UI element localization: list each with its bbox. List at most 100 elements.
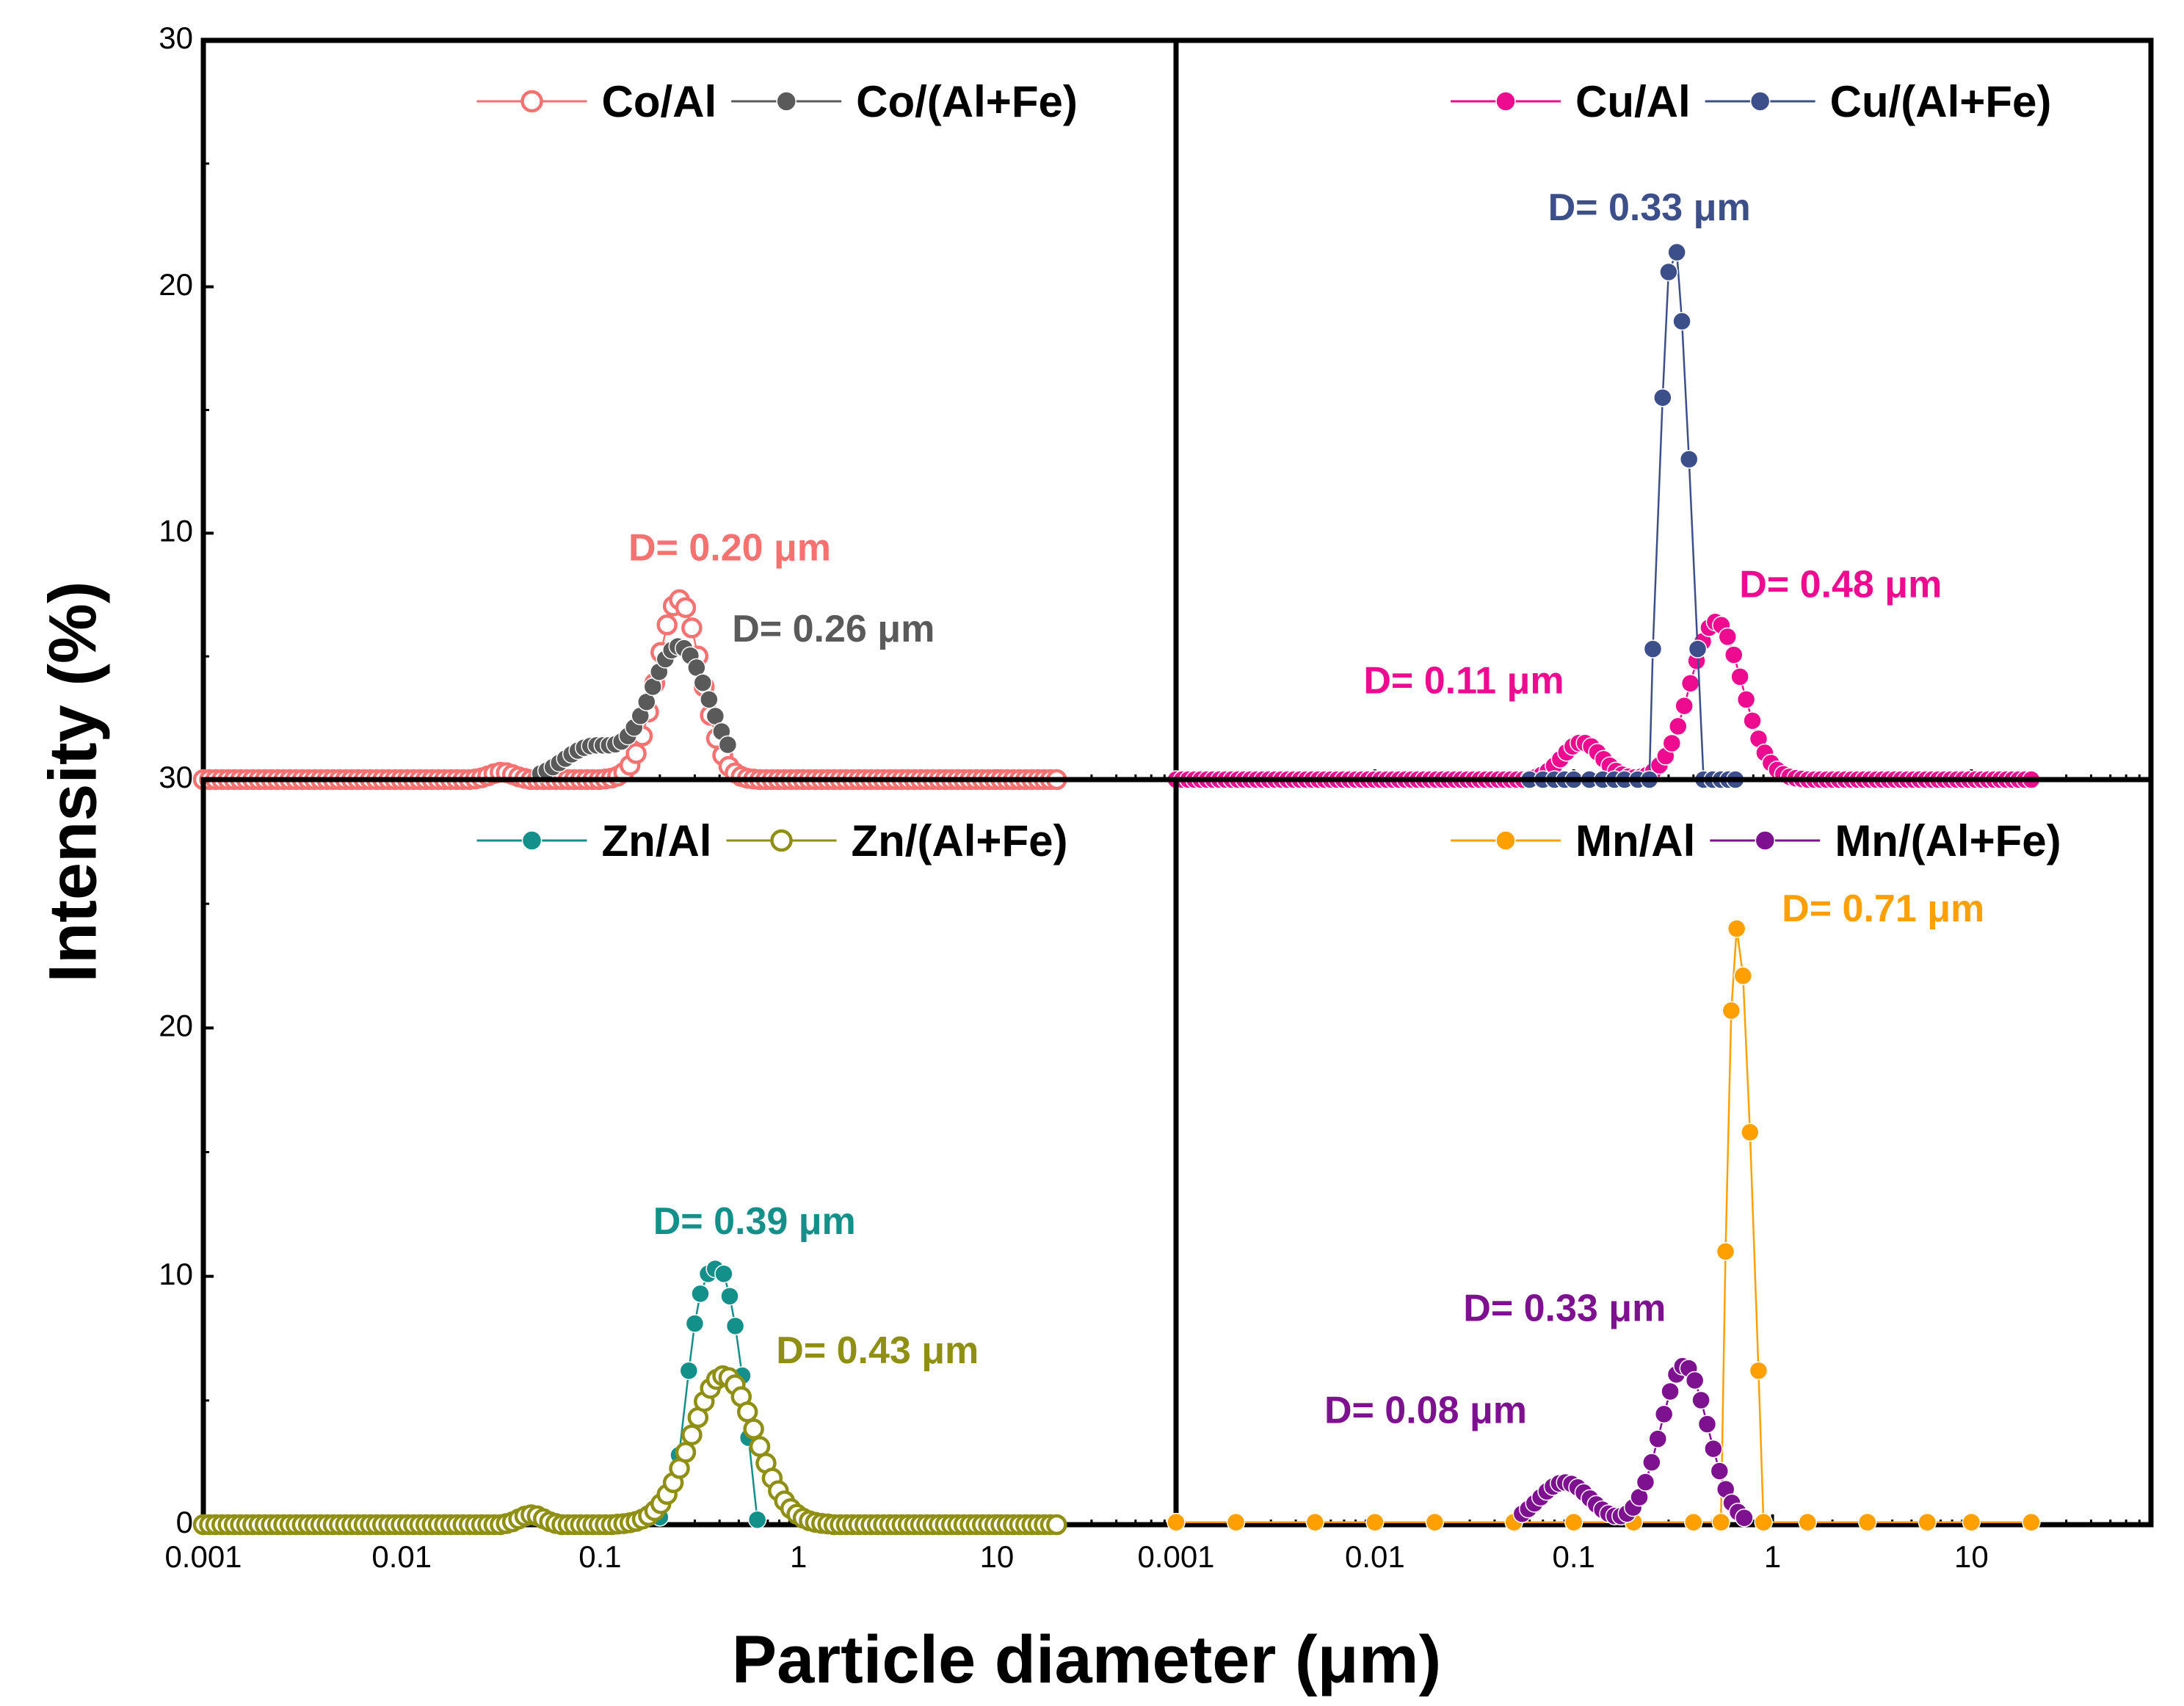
legend-item-Mn/Al: Mn/Al	[1451, 816, 1695, 865]
data-point	[1653, 388, 1672, 407]
data-point	[1167, 1512, 1186, 1532]
peak-annotation: D= 0.11 μm	[1363, 660, 1564, 703]
data-point	[1724, 645, 1744, 664]
data-point	[700, 690, 719, 709]
series-Mn/Al	[1167, 919, 2041, 1532]
data-point	[749, 1436, 771, 1457]
y-axis-title: Intensity (%)	[35, 581, 110, 983]
data-point	[1962, 1512, 1981, 1532]
peak-annotation: D= 0.33 μm	[1463, 1288, 1666, 1330]
x-tick-label: 0.1	[578, 1539, 621, 1574]
peak-annotation: D= 0.08 μm	[1324, 1389, 1527, 1431]
legend-label: Cu/Al	[1575, 77, 1691, 126]
legend-item-Cu/Al: Cu/Al	[1451, 77, 1691, 126]
x-tick-label: 0.001	[1137, 1539, 1214, 1574]
data-point	[714, 1264, 733, 1284]
x-tick-label: 1	[1764, 1539, 1781, 1574]
peak-annotation: D= 0.48 μm	[1739, 564, 1942, 606]
data-point	[656, 614, 678, 636]
data-point	[747, 1510, 767, 1529]
panel-frame	[1173, 777, 2154, 1528]
legend-label: Cu/(Al+Fe)	[1830, 77, 2052, 126]
series-Zn/(Al+Fe)	[192, 1365, 1067, 1536]
x-tick-label: 10	[980, 1539, 1015, 1574]
series-Cu/(Al+Fe)	[1520, 242, 1745, 789]
series-Co/Al	[192, 589, 1067, 791]
legend-item-Co/Al: Co/Al	[476, 77, 717, 126]
data-point	[1730, 667, 1749, 686]
data-point	[1636, 1473, 1655, 1492]
data-point	[1564, 1512, 1583, 1532]
y-tick-label: 10	[159, 1257, 193, 1291]
legend-marker	[1755, 830, 1776, 851]
data-point	[1727, 919, 1746, 938]
data-point	[1697, 1415, 1717, 1434]
data-point	[693, 673, 713, 692]
data-point	[1741, 1122, 1760, 1142]
legend-label: Co/Al	[602, 77, 717, 126]
x-tick-label: 0.01	[371, 1539, 432, 1574]
data-point	[1736, 690, 1756, 709]
data-point	[1365, 1512, 1385, 1532]
y-tick-label: 20	[159, 1008, 193, 1042]
peak-annotation: D= 0.71 μm	[1782, 888, 1984, 930]
data-point	[1642, 1453, 1661, 1472]
data-point	[1858, 1512, 1877, 1532]
data-point	[1710, 1462, 1730, 1481]
data-point	[1226, 1512, 1246, 1532]
data-point	[736, 1401, 758, 1423]
legend-marker	[776, 91, 797, 112]
data-point	[2022, 1512, 2041, 1532]
legend-item-Zn/(Al+Fe): Zn/(Al+Fe)	[726, 816, 1067, 865]
series-line	[203, 1374, 1057, 1526]
series-Co/(Al+Fe)	[531, 636, 738, 783]
chart-panel-bottom-left: 0.001 0.01 0.1 1 10 0 10 20 Zn/Al Zn/(Al+Fe) D= 0.…	[159, 777, 1179, 1574]
peak-annotation: D= 0.39 μm	[653, 1200, 856, 1243]
legend-marker	[1495, 830, 1516, 851]
legend-label: Mn/Al	[1575, 816, 1695, 865]
x-tick-label: 0.01	[1345, 1539, 1405, 1574]
legend-item-Co/(Al+Fe): Co/(Al+Fe)	[731, 77, 1078, 126]
peak-annotation: D= 0.20 μm	[628, 526, 831, 569]
peak-annotation: D= 0.43 μm	[776, 1329, 979, 1372]
data-point	[1688, 639, 1708, 658]
data-point	[691, 1284, 710, 1304]
data-point	[1733, 966, 1753, 986]
data-point	[1654, 1404, 1674, 1424]
data-point	[1735, 1508, 1754, 1528]
data-point	[1672, 311, 1691, 331]
x-tick-label: 0.1	[1553, 1539, 1595, 1574]
data-point	[679, 1361, 699, 1380]
data-point	[1679, 449, 1699, 469]
data-point	[1684, 1512, 1703, 1532]
legend-label: Zn/Al	[602, 816, 712, 865]
data-point	[681, 617, 703, 639]
y-tick-label: 20	[159, 267, 193, 302]
data-point	[1661, 1382, 1680, 1401]
data-point	[1667, 242, 1686, 262]
data-point	[1648, 1429, 1668, 1448]
data-point	[685, 1314, 705, 1333]
data-point	[1425, 1512, 1445, 1532]
legend: Cu/Al Cu/(Al+Fe)	[1451, 77, 2051, 126]
peak-annotation: D= 0.33 μm	[1548, 186, 1751, 229]
data-point	[1749, 1361, 1768, 1380]
data-point	[1305, 1512, 1325, 1532]
series-Mn/(Al+Fe)	[1512, 1357, 1754, 1528]
legend-item-Cu/(Al+Fe): Cu/(Al+Fe)	[1705, 77, 2052, 126]
data-point	[1718, 627, 1738, 647]
x-axis-title: Particle diameter (μm)	[732, 1622, 1441, 1697]
x-tick-label: 1	[790, 1539, 807, 1574]
data-point	[725, 1316, 745, 1336]
legend: Mn/Al Mn/(Al+Fe)	[1451, 816, 2061, 865]
legend-marker	[1749, 91, 1771, 112]
chart-panel-bottom-right: 0.001 0.01 0.1 1 10 Mn/Al Mn/(Al+Fe) D= 0.71 μm…	[1137, 777, 2154, 1574]
x-tick-label: 0.001	[164, 1539, 242, 1574]
data-point	[1662, 733, 1682, 753]
data-point	[1743, 711, 1762, 730]
y-tick-label: 0	[176, 1505, 193, 1539]
data-point	[1046, 1514, 1067, 1536]
data-point	[681, 1424, 703, 1445]
